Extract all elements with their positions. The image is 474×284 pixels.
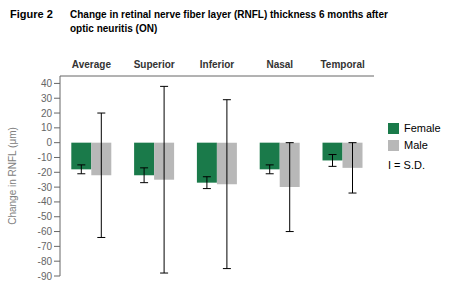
svg-text:Superior: Superior (134, 59, 175, 70)
svg-text:-50: -50 (38, 211, 53, 222)
svg-text:40: 40 (41, 78, 53, 89)
html-text:I = S.D.: I = S.D. (388, 159, 425, 171)
svg-text:-10: -10 (38, 152, 53, 163)
svg-text:Temporal: Temporal (320, 59, 364, 70)
svg-text:-70: -70 (38, 241, 53, 252)
svg-text:-90: -90 (38, 271, 53, 282)
html-text:Male: Male (404, 139, 428, 151)
svg-text:-80: -80 (38, 256, 53, 267)
svg-text:-40: -40 (38, 196, 53, 207)
svg-text:Nasal: Nasal (266, 59, 293, 70)
svg-text:Change in RNFL (μm): Change in RNFL (μm) (8, 127, 18, 225)
svg-text:Inferior: Inferior (200, 59, 235, 70)
svg-text:Average: Average (72, 59, 112, 70)
svg-text:30: 30 (41, 93, 53, 104)
svg-text:-60: -60 (38, 226, 53, 237)
svg-text:0: 0 (46, 137, 52, 148)
html-text:Figure 2: Figure 2 (10, 8, 53, 20)
svg-text:-20: -20 (38, 167, 53, 178)
svg-text:20: 20 (41, 108, 53, 119)
html-text:Female: Female (404, 122, 441, 134)
svg-text:-30: -30 (38, 182, 53, 193)
html-text:Change in retinal nerve fiber: Change in retinal nerve fiber layer (RNF… (70, 9, 388, 34)
svg-text:10: 10 (41, 122, 53, 133)
